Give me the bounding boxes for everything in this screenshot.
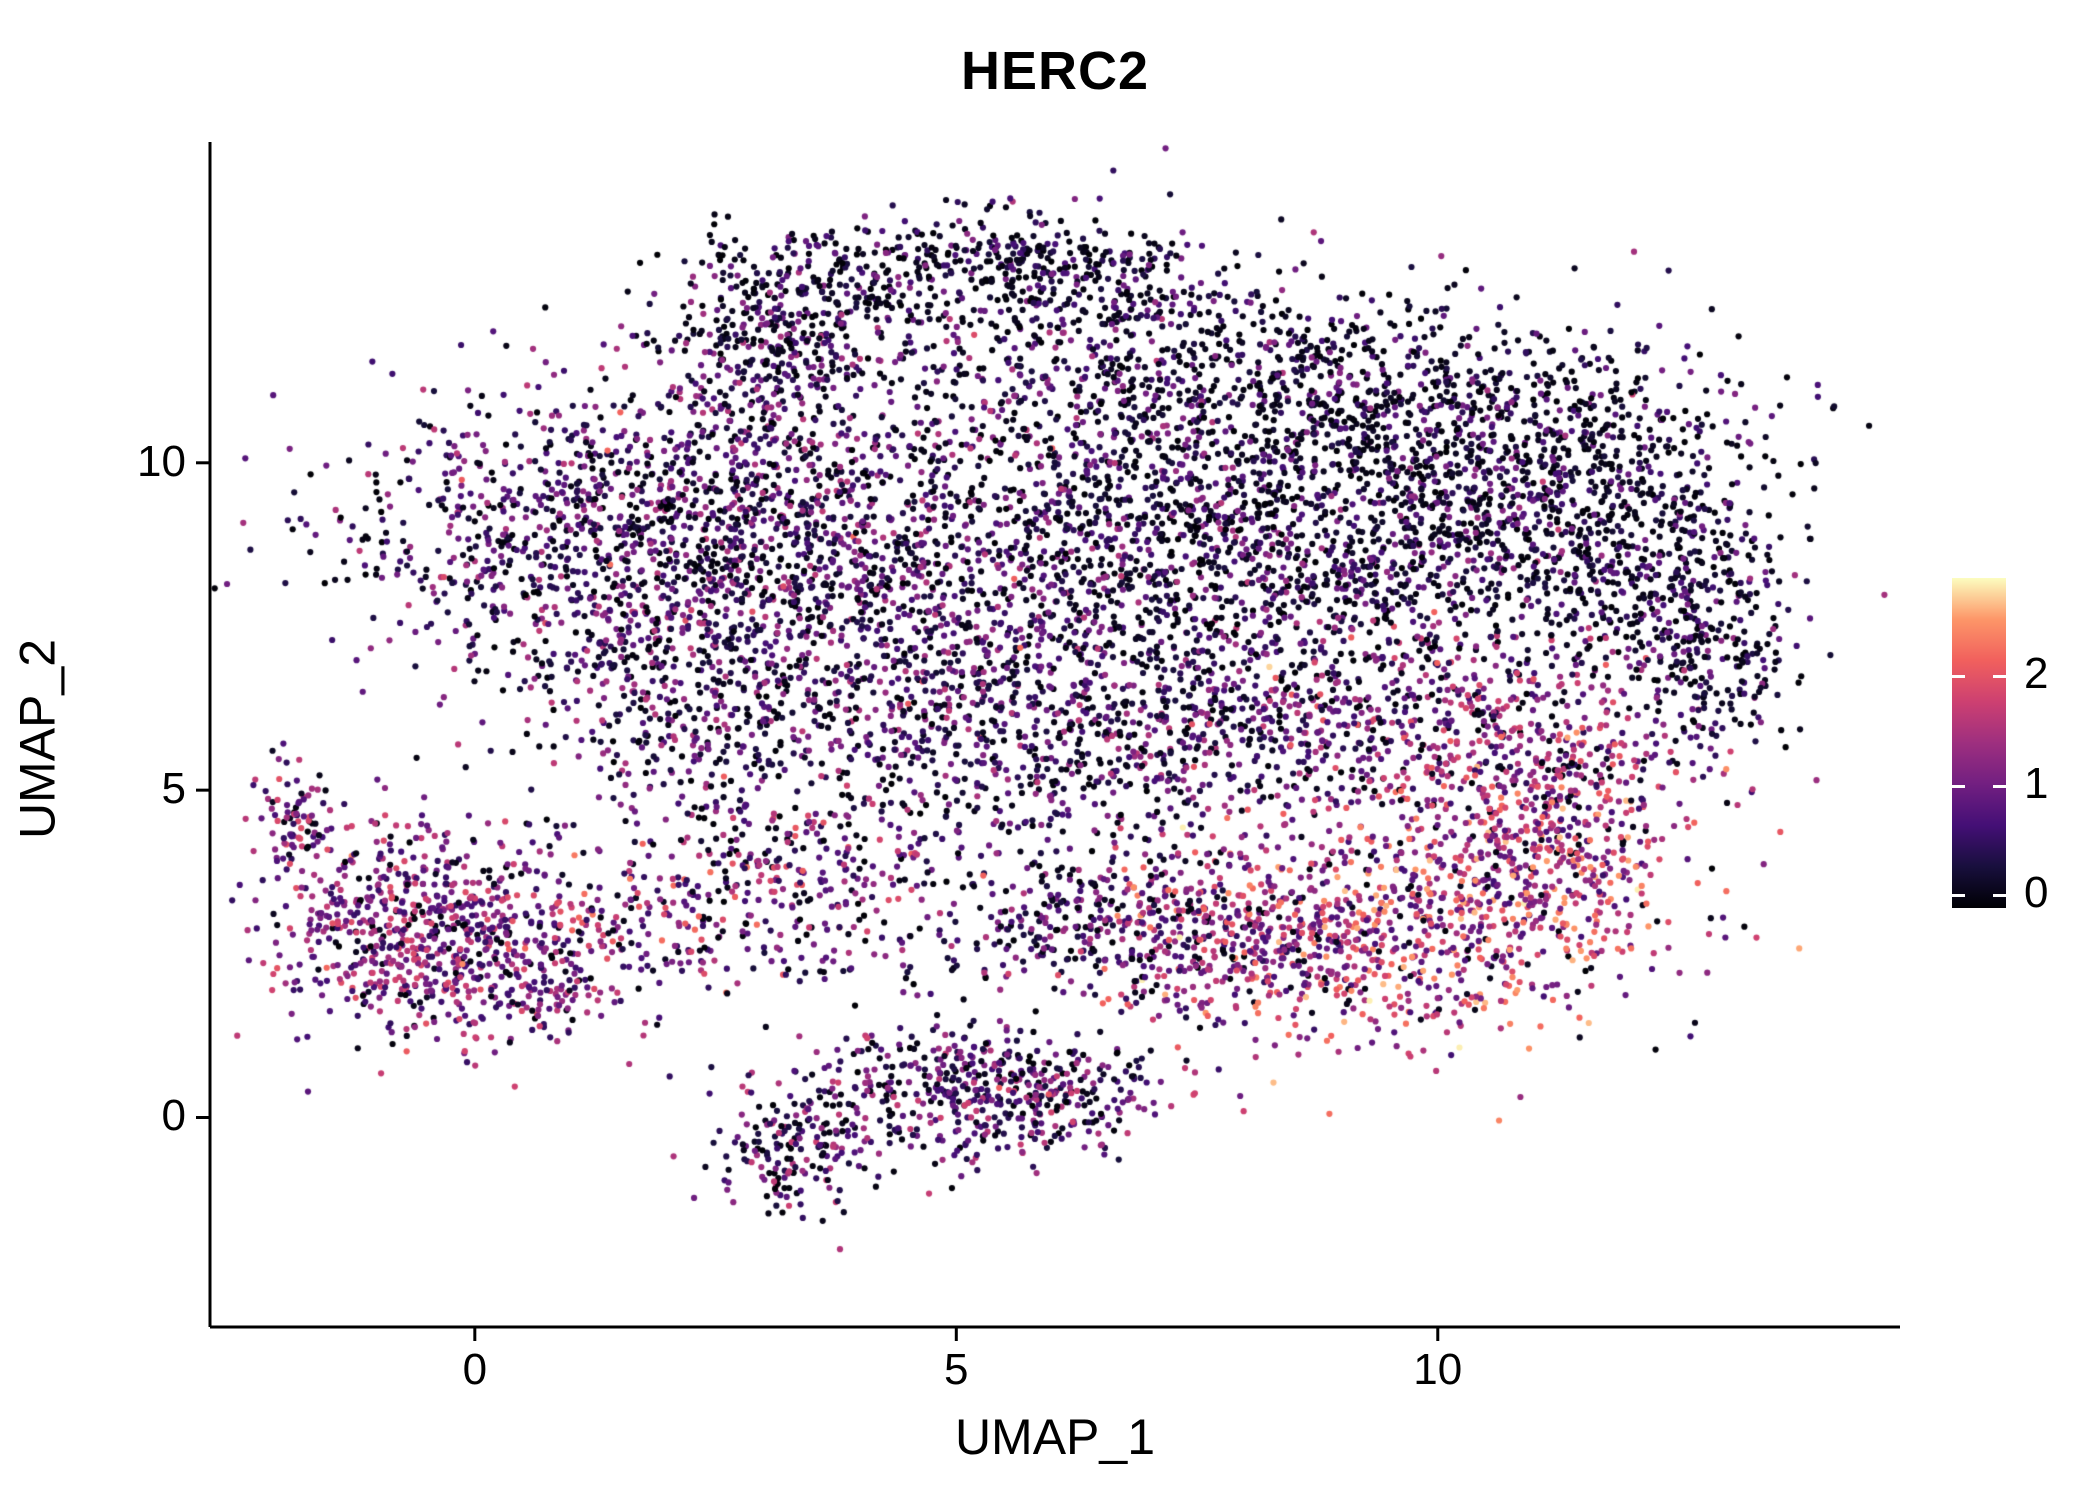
- colorbar-gradient: [1952, 578, 2006, 908]
- y-tick-label: 10: [137, 436, 186, 486]
- colorbar-tick-mark: [1993, 893, 2006, 897]
- colorbar-tick-mark: [1993, 675, 2006, 679]
- x-axis-label: UMAP_1: [954, 1409, 1156, 1465]
- plot-title: HERC2: [960, 41, 1150, 101]
- x-tick-label: 5: [944, 1345, 969, 1394]
- colorbar-tick-label: 2: [2024, 649, 2049, 699]
- colorbar-tick-mark: [1952, 784, 1965, 788]
- y-tick-label: 0: [161, 1091, 186, 1141]
- x-tick-label: 0: [462, 1345, 488, 1394]
- colorbar-tick-mark: [1993, 784, 2006, 788]
- colorbar-tick-mark: [1952, 893, 1965, 897]
- x-tick-label: 10: [1413, 1345, 1463, 1394]
- colorbar-tick-label: 1: [2024, 758, 2049, 808]
- colorbar-tick-mark: [1952, 675, 1965, 679]
- y-axis-label: UMAP_2: [9, 638, 66, 840]
- y-tick-label: 5: [161, 764, 186, 814]
- colorbar-tick-label: 0: [2024, 867, 2049, 917]
- scatter-points-canvas: [210, 142, 1900, 1327]
